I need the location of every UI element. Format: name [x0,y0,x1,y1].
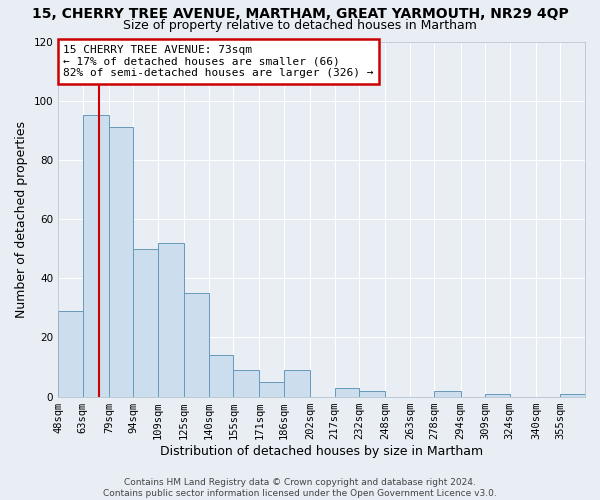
X-axis label: Distribution of detached houses by size in Martham: Distribution of detached houses by size … [160,444,483,458]
Bar [209,355,233,397]
Bar [58,311,83,396]
Y-axis label: Number of detached properties: Number of detached properties [15,120,28,318]
Bar [485,394,510,396]
Bar [158,242,184,396]
Bar [184,293,209,397]
Text: Size of property relative to detached houses in Martham: Size of property relative to detached ho… [123,19,477,32]
Bar [434,390,461,396]
Bar [335,388,359,396]
Bar [83,116,109,396]
Text: 15 CHERRY TREE AVENUE: 73sqm
← 17% of detached houses are smaller (66)
82% of se: 15 CHERRY TREE AVENUE: 73sqm ← 17% of de… [64,45,374,78]
Bar [109,128,133,396]
Bar [233,370,259,396]
Bar [560,394,585,396]
Text: Contains HM Land Registry data © Crown copyright and database right 2024.
Contai: Contains HM Land Registry data © Crown c… [103,478,497,498]
Bar [359,390,385,396]
Bar [259,382,284,396]
Bar [284,370,310,396]
Text: 15, CHERRY TREE AVENUE, MARTHAM, GREAT YARMOUTH, NR29 4QP: 15, CHERRY TREE AVENUE, MARTHAM, GREAT Y… [32,8,568,22]
Bar [133,248,158,396]
